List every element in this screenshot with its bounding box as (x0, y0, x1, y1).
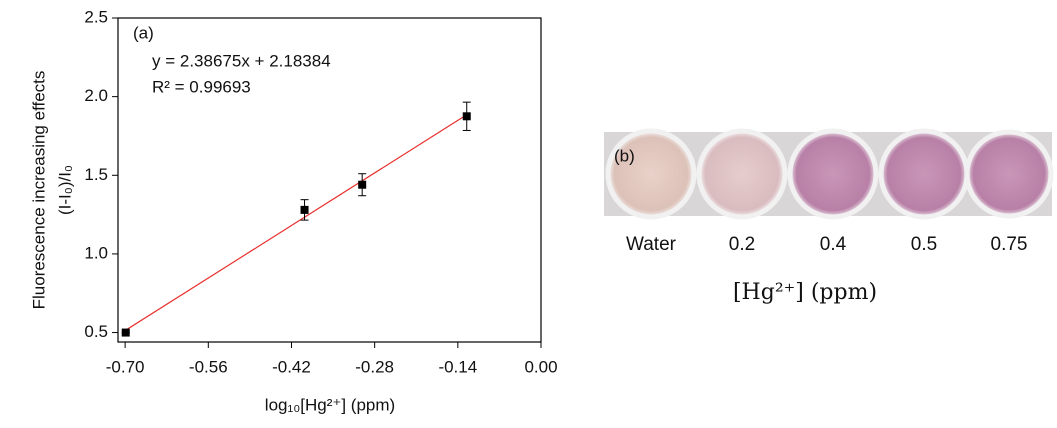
x-tick-label: -0.28 (355, 357, 394, 376)
point (121, 328, 130, 337)
y-axis-label: (I-I₀)/I₀ (55, 165, 74, 215)
well (964, 129, 1054, 219)
well-label: 0.4 (820, 234, 847, 255)
x-tick-label: -0.42 (272, 357, 311, 376)
y-tick-label: 1.5 (84, 165, 108, 184)
point (462, 112, 471, 121)
x-tick-label: -0.56 (189, 357, 228, 376)
plot-frame (117, 17, 542, 343)
y-axis-label: Fluorescence increasing effects (29, 71, 48, 310)
point (358, 180, 367, 189)
y-tick-label: 1.0 (84, 243, 108, 262)
fit-line (125, 114, 468, 331)
x-tick-label: -0.70 (106, 357, 145, 376)
well (696, 128, 788, 220)
well-label: 0.5 (911, 234, 937, 255)
panel-label: (b) (614, 146, 635, 165)
x-axis-label: log₁₀[Hg²⁺] (ppm) (265, 395, 395, 414)
well-label: 0.2 (729, 234, 755, 255)
x-tick-label: 0.00 (524, 357, 557, 376)
panel-label: (a) (133, 23, 154, 42)
y-tick-label: 0.5 (84, 322, 108, 341)
well (878, 128, 970, 220)
equation: y = 2.38675x + 2.18384 (152, 51, 331, 70)
well-label: Water (626, 234, 677, 255)
well (605, 128, 697, 220)
r-squared: R² = 0.99693 (152, 77, 251, 96)
point (300, 205, 309, 214)
y-tick-label: 2.0 (84, 86, 108, 105)
y-tick-label: 2.5 (84, 7, 108, 26)
well-label: 0.75 (991, 234, 1028, 255)
photo-axis-label: [Hg²⁺] (ppm) (733, 280, 877, 305)
well (787, 128, 879, 220)
photo: (b) [Hg²⁺] (ppm) (604, 128, 1054, 305)
x-tick-label: -0.14 (438, 357, 477, 376)
